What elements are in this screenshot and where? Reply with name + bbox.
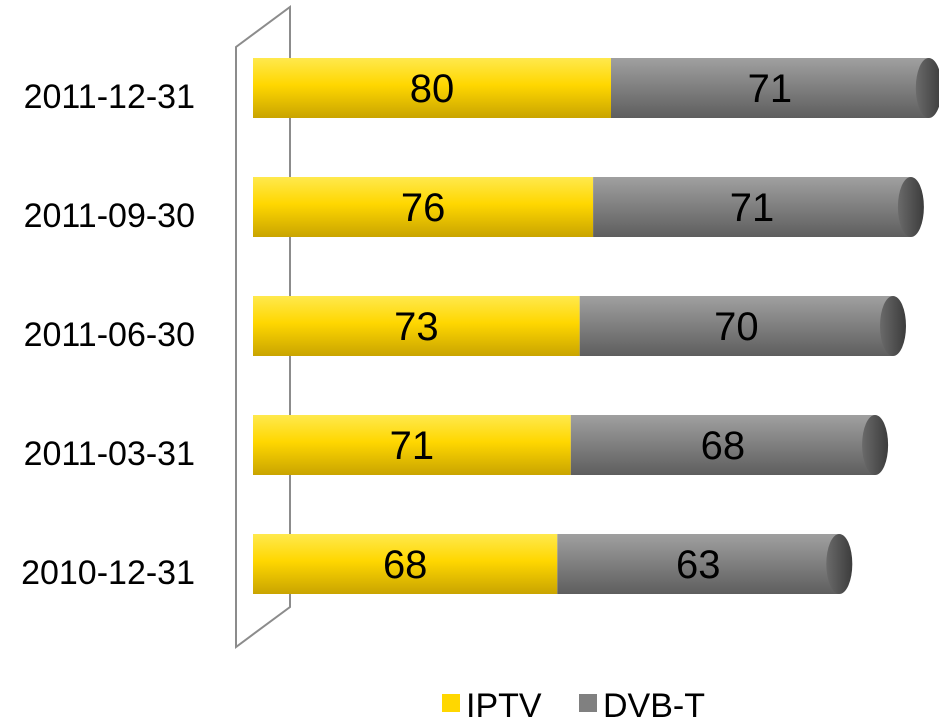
legend-item: DVB-T (579, 687, 705, 720)
bar-segment-iptv (253, 534, 558, 594)
bar-segment-iptv (253, 296, 580, 356)
category-labels: 2011-12-31 2011-09-30 2011-06-30 2011-03-31… (21, 78, 195, 592)
bar-row: 68 63 (253, 534, 853, 594)
bar-segment-dvb-t (570, 415, 876, 475)
bar-segment-dvb-t (593, 177, 911, 237)
bar-end-cap (880, 296, 906, 356)
bar-segment-dvb-t (579, 296, 893, 356)
data-label: 68 (383, 543, 428, 587)
legend: IPTV DVB-T (442, 687, 705, 720)
bar-segment-iptv (253, 177, 594, 237)
legend-label: DVB-T (603, 687, 705, 720)
data-label: 70 (714, 305, 759, 349)
legend-label: IPTV (466, 687, 542, 720)
category-label: 2011-09-30 (24, 197, 195, 235)
legend-swatch (442, 694, 460, 712)
bar-row: 71 68 (253, 415, 889, 475)
legend-item: IPTV (442, 687, 542, 720)
data-label: 73 (394, 305, 439, 349)
data-label: 71 (390, 424, 435, 468)
bar-end-cap (897, 177, 924, 237)
data-label: 71 (730, 186, 775, 230)
bar-segment-iptv (253, 58, 611, 118)
chart-back-wall (235, 5, 291, 649)
data-label: 80 (410, 67, 455, 111)
category-label: 2011-03-31 (24, 435, 195, 473)
bar-segment-dvb-t (557, 534, 840, 594)
bar-row: 80 71 (253, 58, 939, 118)
bar-end-cap (826, 534, 853, 594)
bars-layer: 80 71 76 71 73 70 71 68 68 63 (253, 58, 939, 594)
category-label: 2010-12-31 (21, 554, 195, 592)
data-label: 71 (748, 67, 793, 111)
data-label: 76 (401, 186, 446, 230)
bar-row: 73 70 (253, 296, 906, 356)
category-label: 2011-12-31 (24, 78, 195, 116)
legend-swatch (579, 694, 597, 712)
data-label: 68 (701, 424, 746, 468)
category-label: 2011-06-30 (24, 316, 195, 354)
bar-segment-iptv (253, 415, 571, 475)
data-label: 63 (676, 543, 721, 587)
bar-end-cap (915, 58, 939, 118)
bar-end-cap (862, 415, 889, 475)
bar-segment-dvb-t (611, 58, 929, 118)
bar-row: 76 71 (253, 177, 924, 237)
